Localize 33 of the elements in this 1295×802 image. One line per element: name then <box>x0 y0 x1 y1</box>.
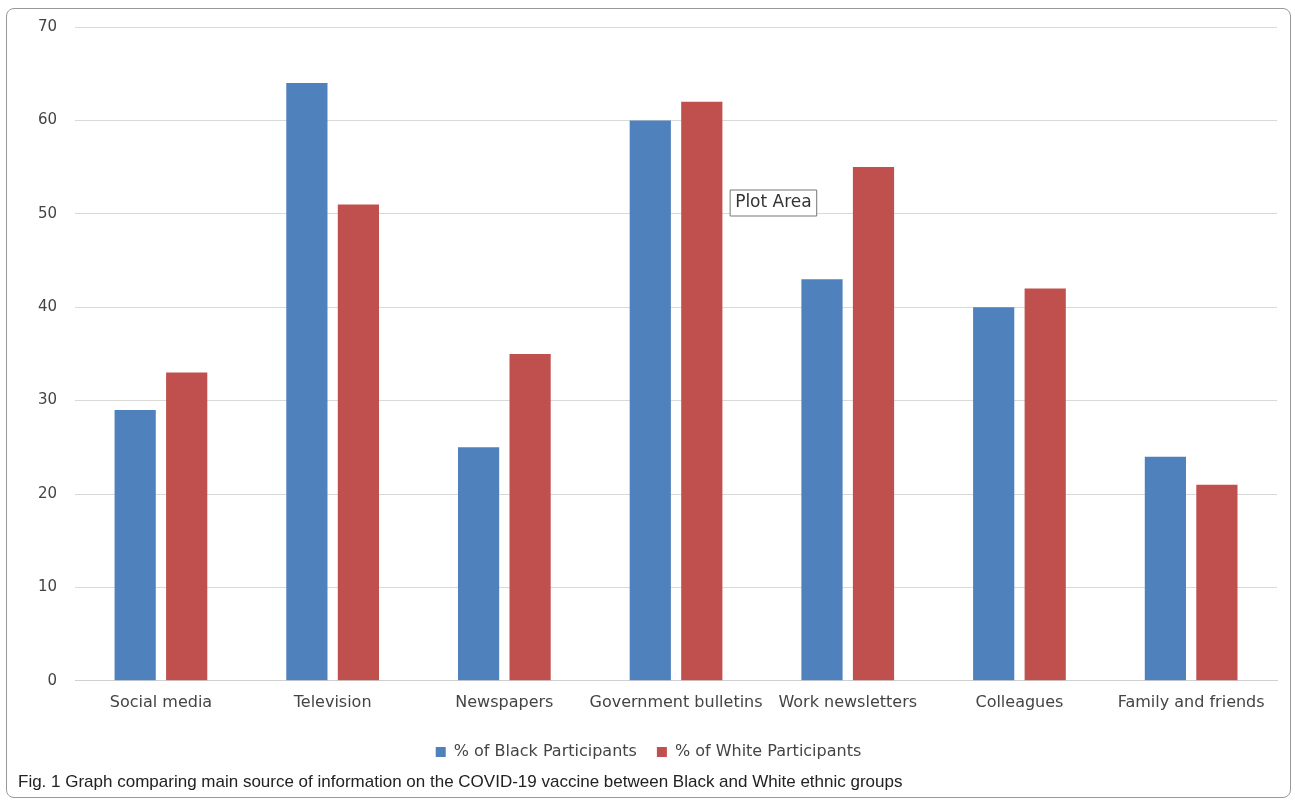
y-tick-label: 20 <box>37 483 58 502</box>
y-tick-label: 40 <box>37 297 58 316</box>
x-tick-label: Newspapers <box>455 691 554 711</box>
x-tick-label: Colleagues <box>975 691 1064 711</box>
legend-label: % of White Participants <box>674 741 862 761</box>
bar <box>629 120 671 681</box>
y-tick-label: 30 <box>37 390 58 409</box>
y-tick-label: 50 <box>37 203 58 222</box>
bar <box>509 353 551 681</box>
bar <box>286 83 328 681</box>
bar <box>852 167 895 681</box>
bar <box>114 409 156 681</box>
y-tick-label: 10 <box>37 577 58 596</box>
x-tick-label: Television <box>292 691 372 711</box>
x-tick-label: Government bulletins <box>589 691 763 711</box>
annotation: Plot Area <box>735 191 812 212</box>
bar <box>337 204 379 681</box>
x-tick-label: Family and friends <box>1117 691 1265 711</box>
y-tick-label: 0 <box>47 670 58 689</box>
y-tick-label: 70 <box>37 16 58 35</box>
bar <box>1196 484 1238 681</box>
bar <box>681 101 723 681</box>
bar <box>801 279 843 681</box>
legend-label: % of Black Participants <box>453 741 637 761</box>
y-tick-label: 60 <box>37 110 58 129</box>
x-tick-label: Work newsletters <box>778 691 918 711</box>
bar <box>1144 456 1186 681</box>
bar <box>166 372 208 681</box>
bar <box>457 447 500 681</box>
bar <box>973 307 1015 681</box>
x-tick-label: Social media <box>109 691 213 711</box>
bar <box>1024 288 1066 681</box>
caption: Fig. 1 Graph comparing main source of information on the COVID-19 vaccine between Black and White ethnic groups <box>18 772 903 792</box>
